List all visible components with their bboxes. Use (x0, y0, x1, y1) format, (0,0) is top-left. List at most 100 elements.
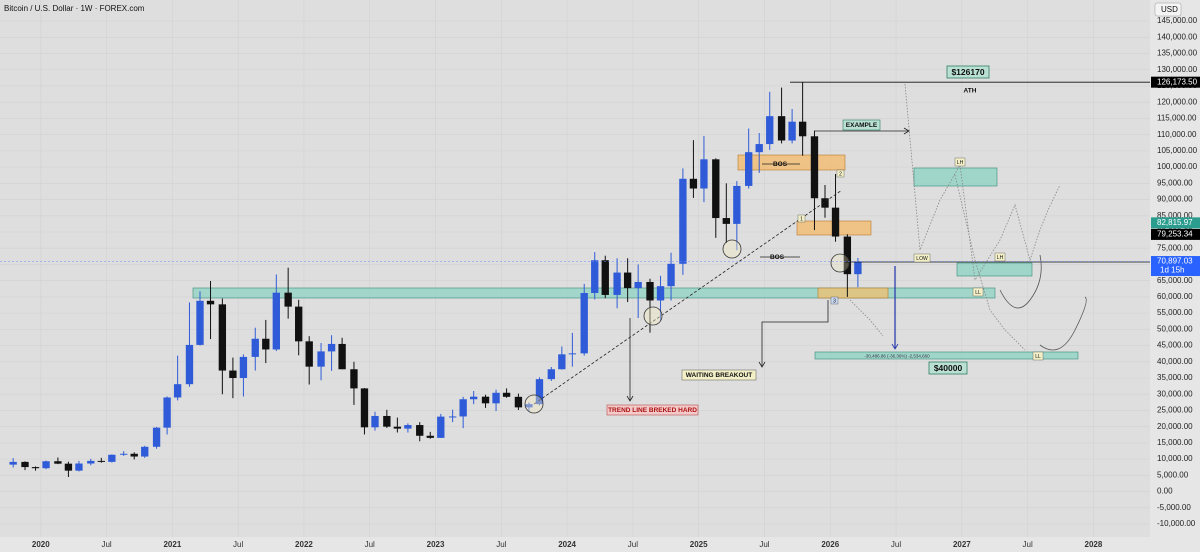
candle-body (338, 343, 346, 370)
candle-body (64, 463, 73, 471)
currency-label[interactable]: USD (1161, 5, 1178, 14)
candle-body (393, 426, 402, 429)
candle-body (97, 460, 105, 462)
label-box (681, 369, 757, 381)
y-tick-label: 30,000.00 (1157, 389, 1193, 398)
x-tick-label: 2025 (690, 540, 708, 549)
candle-body (448, 416, 457, 418)
y-tick-label: 100,000.00 (1157, 162, 1198, 171)
candle-body (689, 178, 698, 189)
y-tick-label: 15,000.00 (1157, 438, 1193, 447)
candle-body (196, 300, 204, 345)
candle-body (679, 178, 687, 264)
trend-line (533, 189, 843, 405)
price-tag-label: 126,173.50 (1157, 77, 1198, 86)
measure-label: -30,486.86 (-36.36%) -2,534,660 (864, 354, 930, 359)
candle-body (437, 416, 445, 438)
bos-zone (737, 154, 846, 171)
price-tag-label: 82,815.97 (1157, 218, 1193, 227)
candle-body (601, 260, 609, 295)
candle-body (712, 159, 720, 219)
waiting-label: WAITING BREAKOUT (686, 372, 752, 379)
projection (954, 174, 1026, 351)
currency-button[interactable] (1154, 2, 1182, 17)
ll-label: LL (975, 290, 981, 296)
candle-body (623, 272, 632, 289)
arrow-head (758, 361, 766, 368)
y-tick-label: 110,000.00 (1157, 130, 1197, 139)
candle-body (733, 185, 741, 224)
y-tick-label: 25,000.00 (1157, 406, 1193, 415)
label-box (994, 252, 1006, 262)
candle-body (206, 300, 215, 305)
candle-body (229, 370, 237, 379)
candle-body (492, 392, 500, 404)
candle-body (371, 415, 379, 428)
y-tick-label: 5,000.00 (1157, 470, 1189, 479)
x-tick-label: 2021 (163, 540, 181, 549)
x-tick-label: Jul (1023, 540, 1033, 549)
y-tick-label: 135,000.00 (1157, 49, 1198, 58)
touch-circle (722, 239, 742, 259)
candle-body (634, 281, 642, 289)
axis-labels: 145,000.00140,000.00135,000.00130,000.00… (32, 16, 1200, 549)
candle-body (141, 446, 149, 457)
candle-body (755, 144, 763, 153)
candle-body (821, 198, 829, 208)
y-tick-label: 55,000.00 (1157, 308, 1193, 317)
y-tick-label: 0.00 (1157, 487, 1173, 496)
candle-body (558, 354, 566, 370)
label-box (972, 287, 984, 297)
candle-body (591, 260, 599, 293)
low-label: LOW (916, 256, 928, 262)
y-tick-label: 120,000.00 (1157, 97, 1198, 106)
candle-body (667, 263, 675, 287)
candle-body (745, 152, 753, 186)
y-tick-label: 40,000.00 (1157, 357, 1193, 366)
candle-body (360, 388, 369, 428)
y-tick-label: -10,000.00 (1157, 519, 1196, 528)
x-tick-label: 2027 (953, 540, 971, 549)
candle-body (108, 454, 116, 462)
candle-body (54, 461, 62, 464)
candle-body (383, 415, 391, 427)
candle-body (350, 369, 358, 389)
label-box (836, 169, 845, 178)
candle-body (459, 399, 467, 417)
arrow (761, 300, 829, 366)
price-tag (1151, 228, 1200, 240)
candle-body (798, 121, 807, 137)
y-tick-label: 90,000.00 (1157, 195, 1193, 204)
candle-body (272, 292, 280, 350)
x-tick-label: 2024 (558, 540, 576, 549)
candle-body (481, 396, 490, 404)
label-box (797, 214, 806, 223)
x-tick-label: Jul (365, 540, 375, 549)
arrow-head (891, 343, 899, 350)
touch-circle (524, 394, 544, 414)
target-price-label: $40000 (934, 363, 963, 373)
y-tick-label: 65,000.00 (1157, 276, 1193, 285)
price-tag (1151, 76, 1200, 88)
candle-body (502, 392, 511, 397)
candle-body (75, 463, 83, 471)
point-label: 2 (839, 171, 842, 177)
candle-body (547, 369, 555, 380)
drawings (524, 83, 1150, 414)
countdown-label: 1d 15h (1160, 266, 1184, 275)
candle-body (163, 397, 171, 428)
candle-body (646, 281, 654, 301)
example-label: EXAMPLE (846, 122, 878, 129)
x-tick-label: 2020 (32, 540, 50, 549)
price-tag-label: 70,897.03 (1157, 257, 1193, 266)
time-axis (0, 537, 1150, 552)
candle-body (327, 343, 336, 352)
x-tick-label: Jul (233, 540, 243, 549)
lh-label: LH (997, 255, 1004, 261)
price-tag-label: 79,253.34 (1157, 230, 1193, 239)
candle-body (120, 453, 128, 455)
candle-body (130, 453, 138, 457)
x-tick-label: Jul (496, 540, 506, 549)
trendline-label: TREND LINE BREKED HARD (608, 407, 697, 414)
candle-body (284, 292, 292, 307)
